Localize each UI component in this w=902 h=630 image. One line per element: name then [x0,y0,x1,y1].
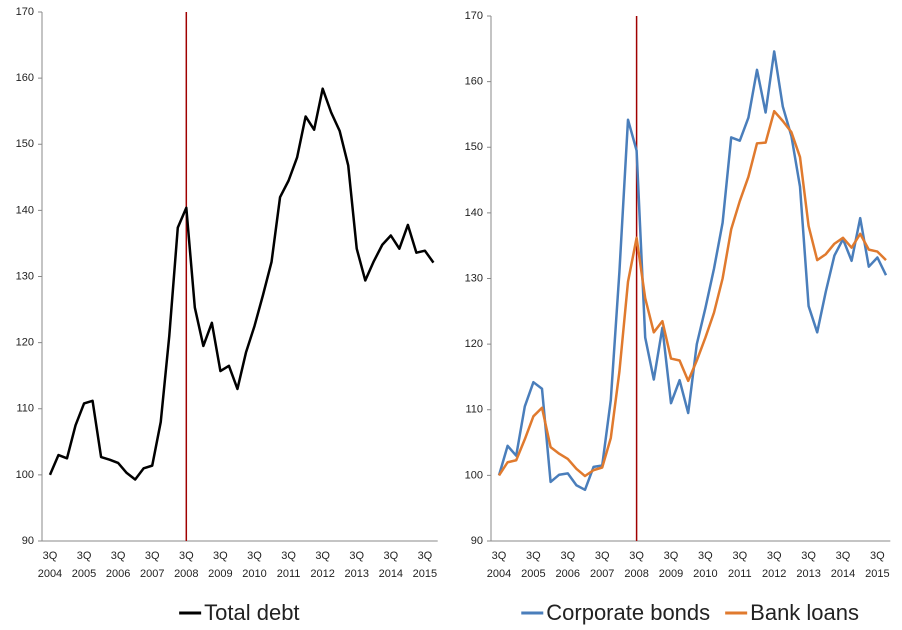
x-tick-label: 3Q [560,550,575,562]
legend-label: Corporate bonds [546,600,710,625]
data-line [497,50,888,492]
x-tick-label: 2004 [38,568,62,580]
x-tick-label: 3Q [383,550,398,562]
x-tick-label: 2014 [379,568,403,580]
x-tick-label: 2015 [413,568,437,580]
y-tick-label: 110 [465,404,483,416]
x-tick-label: 3Q [526,550,541,562]
x-tick-label: 2010 [242,568,266,580]
x-tick-label: 2012 [762,568,786,580]
x-tick-label: 3Q [767,550,782,562]
x-tick-label: 2011 [728,568,752,580]
y-tick-label: 160 [465,76,483,88]
x-tick-label: 2007 [590,568,614,580]
x-tick-label: 3Q [870,550,885,562]
x-tick-label: 3Q [111,550,126,562]
y-tick-label: 130 [465,272,483,284]
x-tick-label: 2007 [140,568,164,580]
x-tick-label: 2006 [106,568,130,580]
y-tick-label: 120 [16,337,34,349]
x-tick-label: 2004 [487,568,511,580]
x-tick-label: 2012 [310,568,334,580]
x-tick-label: 3Q [418,550,433,562]
x-tick-label: 2013 [796,568,820,580]
data-line [48,87,435,481]
y-tick-label: 90 [22,535,34,547]
x-tick-label: 3Q [349,550,364,562]
x-tick-label: 3Q [595,550,610,562]
legend-label: Total debt [204,600,299,625]
x-tick-label: 3Q [213,550,228,562]
x-tick-label: 3Q [77,550,92,562]
y-tick-label: 120 [465,338,483,350]
y-tick-label: 140 [16,204,34,216]
x-tick-label: 2009 [208,568,232,580]
legend-label: Bank loans [750,600,859,625]
x-tick-label: 3Q [629,550,644,562]
x-tick-label: 2015 [865,568,889,580]
x-tick-label: 2005 [521,568,545,580]
x-tick-label: 3Q [179,550,194,562]
x-tick-label: 2005 [72,568,96,580]
y-tick-label: 110 [16,403,34,415]
x-tick-label: 2010 [693,568,717,580]
x-tick-label: 3Q [281,550,296,562]
x-tick-label: 2008 [624,568,648,580]
x-tick-label: 3Q [732,550,747,562]
x-tick-label: 2009 [659,568,683,580]
x-tick-label: 2011 [277,568,301,580]
x-tick-label: 2013 [345,568,369,580]
x-tick-label: 3Q [664,550,679,562]
y-tick-label: 170 [16,6,34,18]
y-tick-label: 90 [471,535,483,547]
y-tick-label: 160 [16,72,34,84]
data-line [497,109,887,478]
y-tick-label: 130 [16,270,34,282]
x-tick-label: 3Q [145,550,160,562]
x-tick-label: 2006 [556,568,580,580]
x-tick-label: 3Q [836,550,851,562]
x-tick-label: 3Q [492,550,507,562]
x-tick-label: 2014 [831,568,855,580]
x-tick-label: 3Q [247,550,262,562]
x-tick-label: 3Q [43,550,58,562]
y-tick-label: 100 [465,469,483,481]
y-tick-label: 170 [465,10,483,22]
x-tick-label: 3Q [698,550,713,562]
x-tick-label: 3Q [315,550,330,562]
y-tick-label: 150 [16,138,34,150]
x-tick-label: 3Q [801,550,816,562]
y-tick-label: 140 [465,207,483,219]
y-tick-label: 100 [16,469,34,481]
x-tick-label: 2008 [174,568,198,580]
y-tick-label: 150 [465,141,483,153]
